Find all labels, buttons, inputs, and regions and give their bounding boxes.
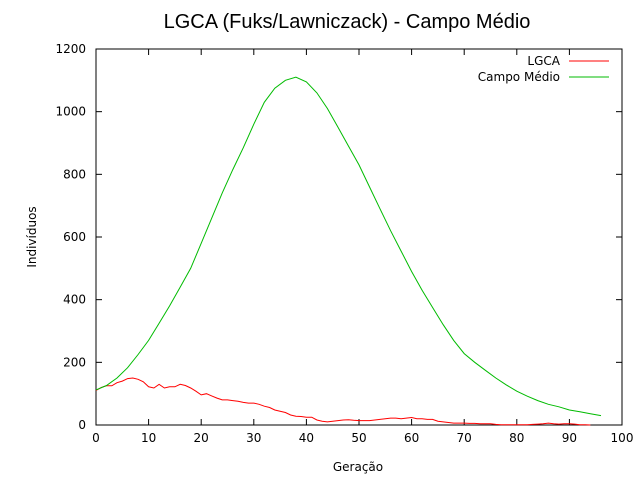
x-tick-label: 20 xyxy=(194,431,209,445)
x-axis-label: Geração xyxy=(333,460,383,474)
y-tick-label: 1000 xyxy=(55,105,86,119)
x-tick-label: 40 xyxy=(299,431,314,445)
y-tick-label: 400 xyxy=(63,293,86,307)
y-tick-label: 200 xyxy=(63,355,86,369)
y-tick-label: 0 xyxy=(78,418,86,432)
legend-label: Campo Médio xyxy=(478,70,560,84)
x-tick-label: 60 xyxy=(404,431,419,445)
y-tick-label: 600 xyxy=(63,230,86,244)
x-tick-label: 0 xyxy=(92,431,100,445)
y-tick-label: 1200 xyxy=(55,42,86,56)
x-axis: 0 10 20 30 40 50 60 70 80 90 100 xyxy=(92,49,633,445)
x-tick-label: 80 xyxy=(509,431,524,445)
series-layer xyxy=(95,76,602,426)
series-line-campo-m-dio xyxy=(95,76,602,417)
x-tick-label: 10 xyxy=(141,431,156,445)
series-line-lgca xyxy=(95,377,591,426)
x-tick-label: 50 xyxy=(351,431,366,445)
chart-title: LGCA (Fuks/Lawniczack) - Campo Médio xyxy=(164,11,531,33)
x-tick-label: 90 xyxy=(562,431,577,445)
y-axis-label: Indivíduos xyxy=(25,206,39,267)
x-tick-label: 70 xyxy=(457,431,472,445)
y-axis: 0 200 400 600 800 1000 1200 xyxy=(55,42,622,432)
legend-label: LGCA xyxy=(527,54,560,68)
legend: LGCA Campo Médio xyxy=(478,54,609,84)
y-tick-label: 800 xyxy=(63,167,86,181)
plot-area xyxy=(95,48,623,426)
x-tick-label: 100 xyxy=(611,431,634,445)
plot-border xyxy=(95,48,623,426)
x-tick-label: 30 xyxy=(246,431,261,445)
